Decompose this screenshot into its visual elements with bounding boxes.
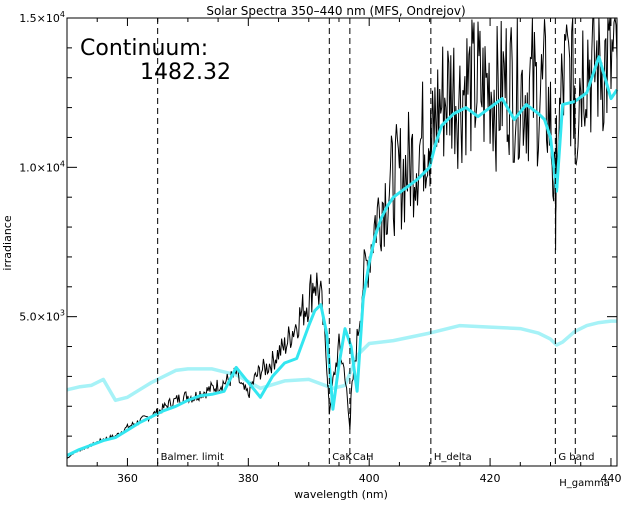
series-continuum-spectrum — [66, 319, 617, 403]
ref-line-label-5: H_gamma — [559, 478, 610, 489]
continuum-value: 1482.32 — [140, 60, 231, 85]
ref-line-label-4: G band — [558, 452, 594, 463]
plot-area: Balmer. limit CaK CaH H_delta G band H_gamma 3… — [19, 10, 621, 489]
continuum-label: Continuum: — [80, 36, 208, 61]
series-smoothed-spectrum — [66, 55, 619, 457]
y-tick-label-10000: 1.0×104 — [19, 159, 65, 174]
x-tick-label-380: 380 — [238, 472, 259, 485]
chart-title: Solar Spectra 350–440 nm (MFS, Ondrejov) — [206, 4, 465, 18]
ref-line-label-1: CaK — [332, 452, 352, 463]
x-tick-label-360: 360 — [117, 472, 138, 485]
ref-line-label-3: H_delta — [434, 452, 472, 463]
ref-line-label-2: CaH — [353, 452, 374, 463]
y-tick-label-15000: 1.5×104 — [19, 10, 65, 25]
x-axis-label: wavelength (nm) — [294, 488, 388, 501]
y-axis-label: irradiance — [1, 215, 14, 270]
plot-frame — [66, 17, 618, 467]
x-tick-label-440: 440 — [600, 472, 621, 485]
ref-line-label-0: Balmer. limit — [161, 452, 224, 463]
x-tick-label-420: 420 — [480, 472, 501, 485]
y-tick-label-5000: 5.0×103 — [19, 309, 65, 324]
x-tick-label-400: 400 — [359, 472, 380, 485]
